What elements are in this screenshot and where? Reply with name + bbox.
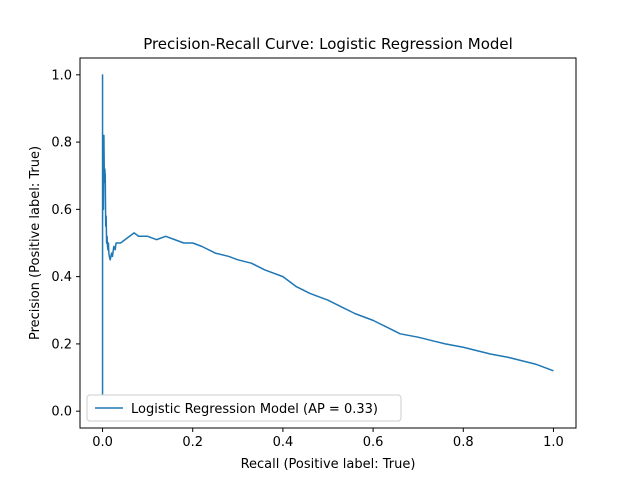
y-tick-label: 0.8 xyxy=(51,136,72,151)
y-tick-label: 1.0 xyxy=(51,68,72,83)
y-tick-label: 0.4 xyxy=(51,270,72,285)
x-tick-label: 1.0 xyxy=(543,435,564,450)
x-axis-label: Recall (Positive label: True) xyxy=(241,457,416,472)
x-tick-label: 0.2 xyxy=(182,435,203,450)
y-tick-label: 0.2 xyxy=(51,337,72,352)
plot-area: 0.0 0.2 0.4 0.6 0.8 1.0 0.0 0.2 0.4 0.6 0.8 1.0 xyxy=(51,57,577,450)
y-tick-label: 0.6 xyxy=(51,203,72,218)
x-tick-label: 0.8 xyxy=(453,435,474,450)
legend-frame xyxy=(86,394,402,422)
x-tick-label: 0.0 xyxy=(92,435,113,450)
axes-frame xyxy=(79,57,577,429)
series-line-logistic-regression xyxy=(101,74,554,395)
y-axis-label: Precision (Positive label: True) xyxy=(28,146,43,340)
legend-entry-label: Logistic Regression Model (AP = 0.33) xyxy=(131,402,378,417)
x-tick-label: 0.4 xyxy=(273,435,294,450)
x-tick-label: 0.6 xyxy=(363,435,384,450)
chart-title: Precision-Recall Curve: Logistic Regress… xyxy=(143,35,513,53)
legend: Logistic Regression Model (AP = 0.33) xyxy=(86,394,402,422)
y-tick-label: 0.0 xyxy=(51,405,72,420)
